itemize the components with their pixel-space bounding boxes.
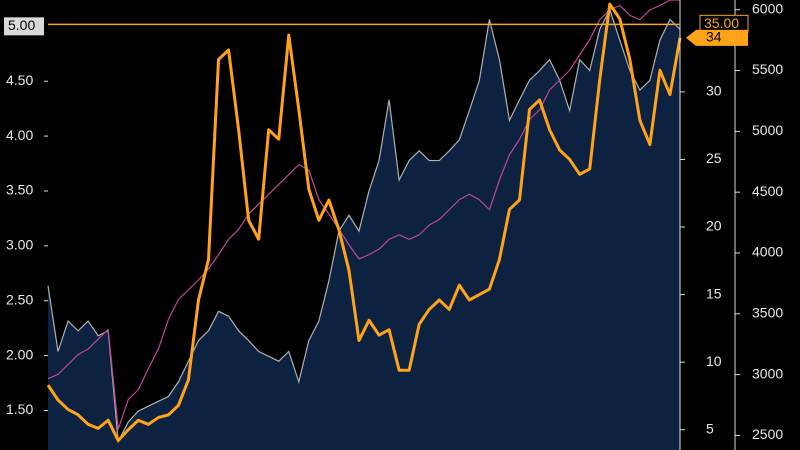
- y-tick-label: 2.00: [6, 346, 33, 362]
- y3-tick-label: 4000: [752, 244, 783, 260]
- y2-tick-label: 15: [706, 285, 722, 301]
- line: [47, 0, 680, 430]
- last-value-label: 34: [706, 29, 722, 45]
- y2-tick-label: 30: [706, 83, 722, 99]
- last-value-box: [686, 29, 748, 46]
- y2-tick-label: 25: [706, 150, 722, 166]
- y-tick-label: 4.50: [6, 72, 33, 88]
- y2-tick-label: 10: [706, 353, 722, 369]
- y-tick-label: 3.50: [6, 182, 33, 198]
- reference-label: 5.00: [8, 17, 35, 33]
- y-tick-label: 2.50: [6, 291, 33, 307]
- y2-tick-label: 5: [706, 420, 714, 436]
- y3-tick-label: 3500: [752, 304, 783, 320]
- line: [46, 2, 682, 443]
- y3-tick-label: 3000: [752, 365, 783, 381]
- y-tick-label: 4.00: [6, 127, 33, 143]
- area: [48, 9, 680, 450]
- reference-label-box: [4, 17, 44, 36]
- y-tick-label: 3.00: [6, 237, 33, 253]
- y2-tick-label: 20: [706, 218, 722, 234]
- y3-tick-label: 2500: [752, 426, 783, 442]
- y3-tick-label: 6000: [752, 0, 783, 16]
- y-tick-label: 1.50: [6, 401, 33, 417]
- area-outline: [47, 8, 681, 444]
- y3-tick-label: 4500: [752, 183, 783, 199]
- y3-tick-label: 5500: [752, 61, 783, 77]
- reference-label: 35.00: [704, 15, 739, 31]
- y3-tick-label: 5000: [752, 122, 783, 138]
